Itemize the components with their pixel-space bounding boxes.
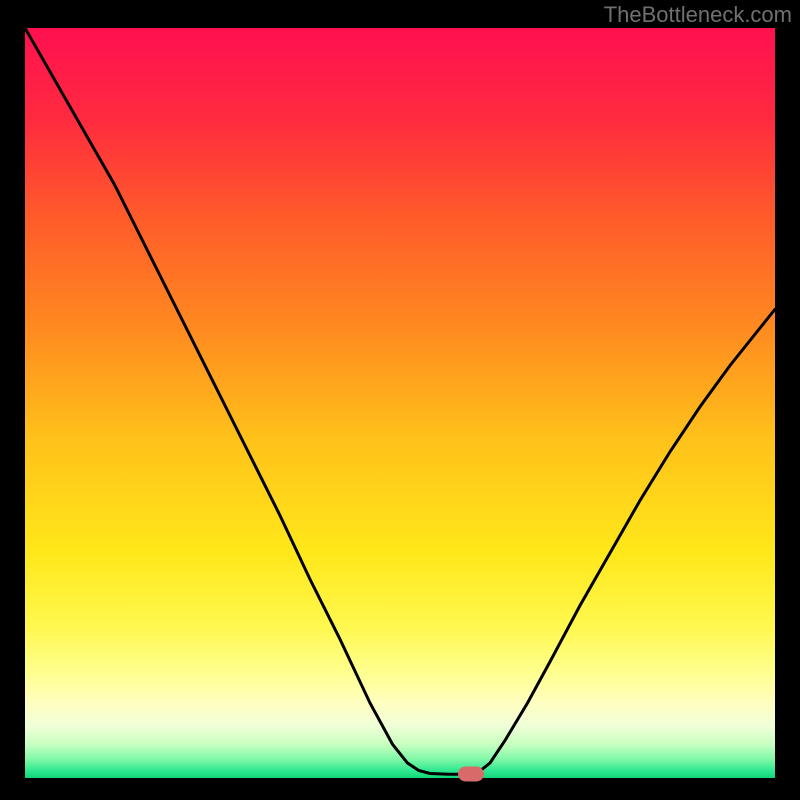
- optimum-marker: [458, 767, 484, 782]
- bottleneck-curve: [25, 28, 775, 774]
- watermark-text: TheBottleneck.com: [604, 2, 792, 28]
- curve-svg: [25, 28, 775, 778]
- plot-area: [25, 28, 775, 778]
